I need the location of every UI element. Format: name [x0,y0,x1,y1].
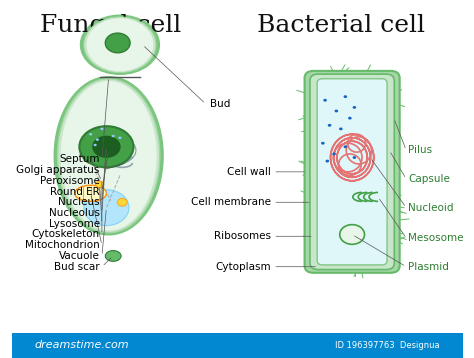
Text: Bud scar: Bud scar [54,262,100,272]
FancyBboxPatch shape [310,74,394,270]
Text: Plasmid: Plasmid [409,262,449,272]
Ellipse shape [323,99,327,102]
Text: Round ER: Round ER [50,187,100,197]
Ellipse shape [332,153,336,155]
Ellipse shape [84,190,129,226]
Text: Fungal cell: Fungal cell [40,14,182,37]
Ellipse shape [79,126,134,168]
Text: Vacuole: Vacuole [59,251,100,261]
Text: Cytoskeleton: Cytoskeleton [32,229,100,240]
Text: Golgi apparatus: Golgi apparatus [16,165,100,175]
Text: Mesosome: Mesosome [409,233,464,243]
Text: Capsule: Capsule [409,174,450,184]
Text: dreamstime.com: dreamstime.com [34,340,129,350]
Ellipse shape [86,155,96,163]
FancyBboxPatch shape [12,333,463,358]
Ellipse shape [111,135,115,137]
Text: Ribosomes: Ribosomes [214,231,271,241]
Text: Nucleolus: Nucleolus [49,208,100,218]
Ellipse shape [96,139,99,141]
Text: Bacterial cell: Bacterial cell [257,14,425,37]
Ellipse shape [89,133,92,136]
Ellipse shape [55,77,163,234]
Ellipse shape [339,127,343,130]
Ellipse shape [326,160,329,163]
Ellipse shape [84,17,156,73]
Ellipse shape [344,95,347,98]
Text: Nucleoid: Nucleoid [409,203,454,213]
Ellipse shape [344,145,347,148]
Ellipse shape [96,181,104,188]
Ellipse shape [348,117,352,120]
Ellipse shape [335,110,338,112]
Text: Cytoplasm: Cytoplasm [215,262,271,272]
Ellipse shape [86,18,154,72]
Ellipse shape [93,144,97,146]
Ellipse shape [93,136,120,157]
Ellipse shape [60,81,157,231]
Text: Septum: Septum [59,154,100,164]
FancyBboxPatch shape [317,79,387,265]
Ellipse shape [117,198,127,206]
Ellipse shape [321,142,325,145]
Ellipse shape [105,33,130,53]
Text: Bud: Bud [210,99,230,109]
Text: Cell wall: Cell wall [227,167,271,177]
Ellipse shape [57,79,160,233]
FancyBboxPatch shape [305,71,400,273]
Ellipse shape [75,185,107,201]
Ellipse shape [353,106,356,109]
Text: ID 196397763  Designua: ID 196397763 Designua [336,341,440,350]
Text: Mitochondrion: Mitochondrion [25,240,100,250]
Ellipse shape [353,156,356,159]
Text: Pilus: Pilus [409,145,433,155]
Ellipse shape [340,225,365,244]
Text: Cell membrane: Cell membrane [191,197,271,207]
Text: Peroxisome: Peroxisome [40,176,100,186]
Text: Nucleus: Nucleus [58,197,100,207]
Text: Lysosome: Lysosome [48,219,100,229]
Ellipse shape [81,15,159,74]
Ellipse shape [328,124,331,127]
Ellipse shape [100,128,103,130]
Ellipse shape [118,137,121,139]
Ellipse shape [105,251,121,261]
